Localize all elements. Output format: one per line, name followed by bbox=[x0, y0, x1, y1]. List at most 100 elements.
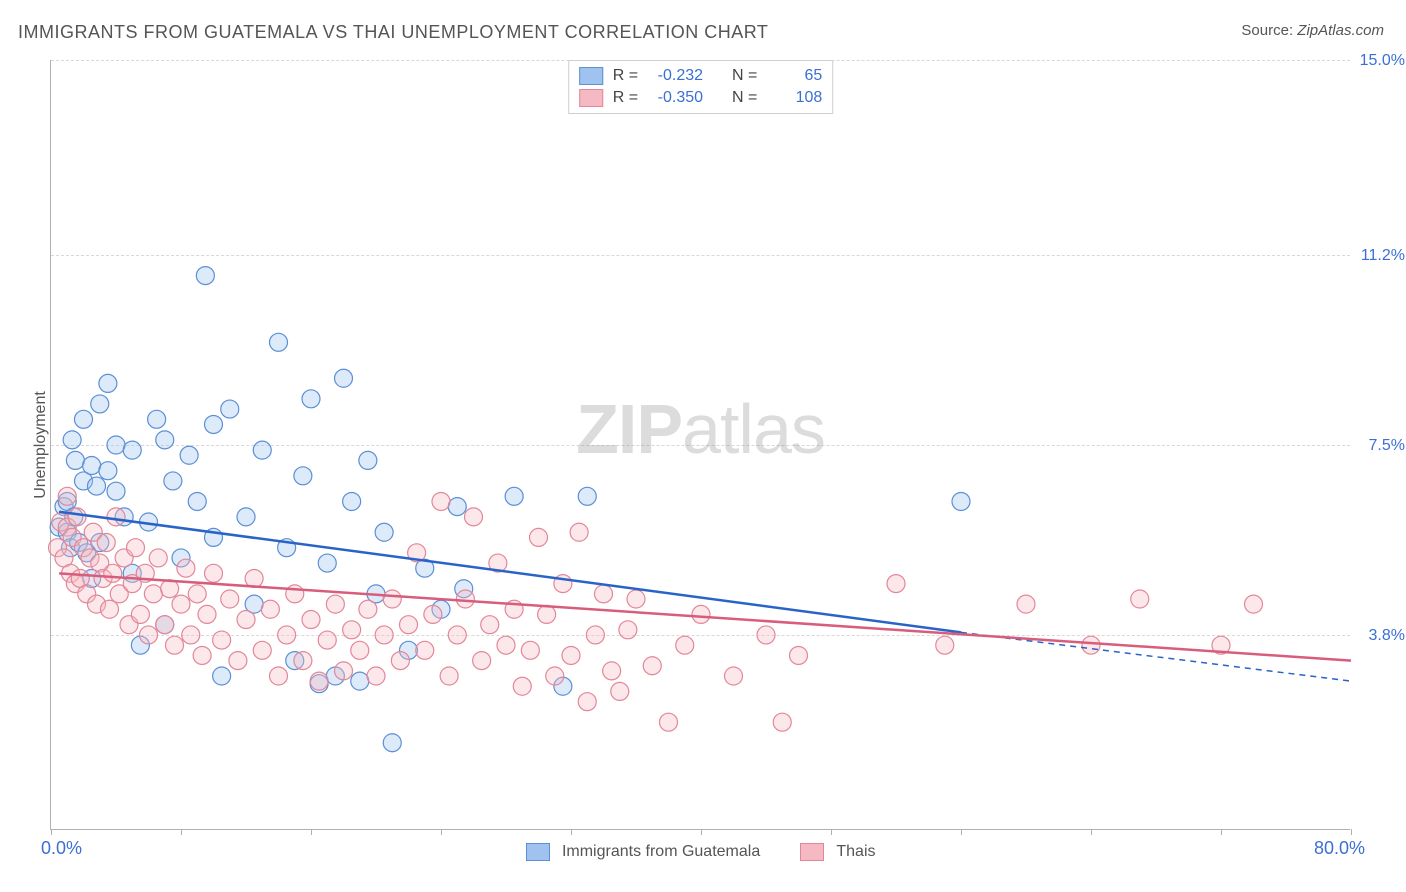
scatter-point-thais bbox=[578, 693, 596, 711]
scatter-point-guatemala bbox=[237, 508, 255, 526]
scatter-point-thais bbox=[127, 539, 145, 557]
chart-title: IMMIGRANTS FROM GUATEMALA VS THAI UNEMPL… bbox=[18, 22, 768, 43]
scatter-point-thais bbox=[302, 611, 320, 629]
scatter-point-thais bbox=[619, 621, 637, 639]
scatter-point-guatemala bbox=[359, 451, 377, 469]
scatter-point-thais bbox=[286, 585, 304, 603]
scatter-point-thais bbox=[335, 662, 353, 680]
scatter-point-guatemala bbox=[99, 462, 117, 480]
scatter-point-thais bbox=[887, 575, 905, 593]
scatter-point-thais bbox=[221, 590, 239, 608]
scatter-point-thais bbox=[144, 585, 162, 603]
scatter-point-thais bbox=[725, 667, 743, 685]
legend-row-guatemala: R = -0.232 N = 65 bbox=[579, 65, 823, 87]
scatter-point-guatemala bbox=[318, 554, 336, 572]
legend-r-label: R = bbox=[613, 67, 638, 85]
scatter-point-thais bbox=[676, 636, 694, 654]
scatter-point-thais bbox=[229, 652, 247, 670]
scatter-point-thais bbox=[177, 559, 195, 577]
scatter-point-thais bbox=[140, 626, 158, 644]
legend-r-value-thais: -0.350 bbox=[648, 89, 703, 107]
scatter-point-thais bbox=[627, 590, 645, 608]
scatter-point-thais bbox=[270, 667, 288, 685]
scatter-point-thais bbox=[97, 534, 115, 552]
scatter-point-guatemala bbox=[221, 400, 239, 418]
scatter-point-guatemala bbox=[213, 667, 231, 685]
scatter-point-guatemala bbox=[188, 492, 206, 510]
legend-n-value-guatemala: 65 bbox=[767, 67, 822, 85]
scatter-point-guatemala bbox=[180, 446, 198, 464]
x-axis-min-label: 0.0% bbox=[41, 838, 82, 859]
scatter-point-thais bbox=[245, 569, 263, 587]
x-tick bbox=[961, 829, 962, 835]
series-legend-item-guatemala: Immigrants from Guatemala bbox=[525, 843, 760, 861]
legend-swatch-thais bbox=[579, 89, 603, 107]
scatter-point-thais bbox=[586, 626, 604, 644]
scatter-point-thais bbox=[107, 508, 125, 526]
scatter-point-thais bbox=[424, 605, 442, 623]
x-tick bbox=[1221, 829, 1222, 835]
scatter-point-thais bbox=[692, 605, 710, 623]
scatter-point-thais bbox=[546, 667, 564, 685]
scatter-point-guatemala bbox=[302, 390, 320, 408]
x-tick bbox=[701, 829, 702, 835]
x-tick bbox=[51, 829, 52, 835]
source-name: ZipAtlas.com bbox=[1297, 22, 1384, 39]
scatter-point-thais bbox=[603, 662, 621, 680]
scatter-point-guatemala bbox=[88, 477, 106, 495]
scatter-point-thais bbox=[205, 564, 223, 582]
legend-row-thais: R = -0.350 N = 108 bbox=[579, 87, 823, 109]
scatter-point-thais bbox=[660, 713, 678, 731]
scatter-point-thais bbox=[473, 652, 491, 670]
scatter-point-thais bbox=[188, 585, 206, 603]
scatter-point-thais bbox=[198, 605, 216, 623]
scatter-point-thais bbox=[790, 646, 808, 664]
scatter-point-thais bbox=[538, 605, 556, 623]
scatter-point-guatemala bbox=[343, 492, 361, 510]
scatter-point-thais bbox=[611, 682, 629, 700]
scatter-point-thais bbox=[213, 631, 231, 649]
scatter-point-thais bbox=[1017, 595, 1035, 613]
scatter-point-guatemala bbox=[164, 472, 182, 490]
scatter-point-thais bbox=[416, 641, 434, 659]
scatter-point-guatemala bbox=[83, 457, 101, 475]
scatter-point-thais bbox=[1082, 636, 1100, 654]
legend-n-label: N = bbox=[732, 89, 757, 107]
scatter-point-thais bbox=[432, 492, 450, 510]
scatter-point-guatemala bbox=[99, 374, 117, 392]
correlation-legend-box: R = -0.232 N = 65 R = -0.350 N = 108 bbox=[568, 60, 834, 114]
scatter-point-guatemala bbox=[253, 441, 271, 459]
scatter-point-thais bbox=[521, 641, 539, 659]
y-tick-label: 11.2% bbox=[1361, 247, 1405, 265]
source-label: Source: bbox=[1241, 22, 1293, 39]
scatter-point-thais bbox=[773, 713, 791, 731]
x-tick bbox=[441, 829, 442, 835]
x-tick bbox=[1091, 829, 1092, 835]
scatter-point-thais bbox=[68, 508, 86, 526]
x-axis-max-label: 80.0% bbox=[1314, 838, 1365, 859]
scatter-point-guatemala bbox=[107, 436, 125, 454]
scatter-point-thais bbox=[1131, 590, 1149, 608]
x-tick bbox=[181, 829, 182, 835]
scatter-point-thais bbox=[182, 626, 200, 644]
scatter-point-thais bbox=[448, 626, 466, 644]
series-swatch-thais bbox=[800, 843, 824, 861]
scatter-point-thais bbox=[383, 590, 401, 608]
scatter-point-guatemala bbox=[270, 333, 288, 351]
y-axis-label: Unemployment bbox=[32, 391, 50, 499]
scatter-point-thais bbox=[562, 646, 580, 664]
scatter-point-thais bbox=[343, 621, 361, 639]
scatter-point-guatemala bbox=[351, 672, 369, 690]
series-label-thais: Thais bbox=[836, 843, 875, 860]
series-legend-item-thais: Thais bbox=[800, 843, 875, 861]
scatter-point-thais bbox=[375, 626, 393, 644]
scatter-point-guatemala bbox=[63, 431, 81, 449]
legend-n-value-thais: 108 bbox=[767, 89, 822, 107]
scatter-point-thais bbox=[261, 600, 279, 618]
scatter-point-thais bbox=[58, 487, 76, 505]
scatter-point-guatemala bbox=[505, 487, 523, 505]
scatter-point-guatemala bbox=[91, 395, 109, 413]
scatter-point-thais bbox=[936, 636, 954, 654]
scatter-point-thais bbox=[156, 616, 174, 634]
x-tick bbox=[571, 829, 572, 835]
